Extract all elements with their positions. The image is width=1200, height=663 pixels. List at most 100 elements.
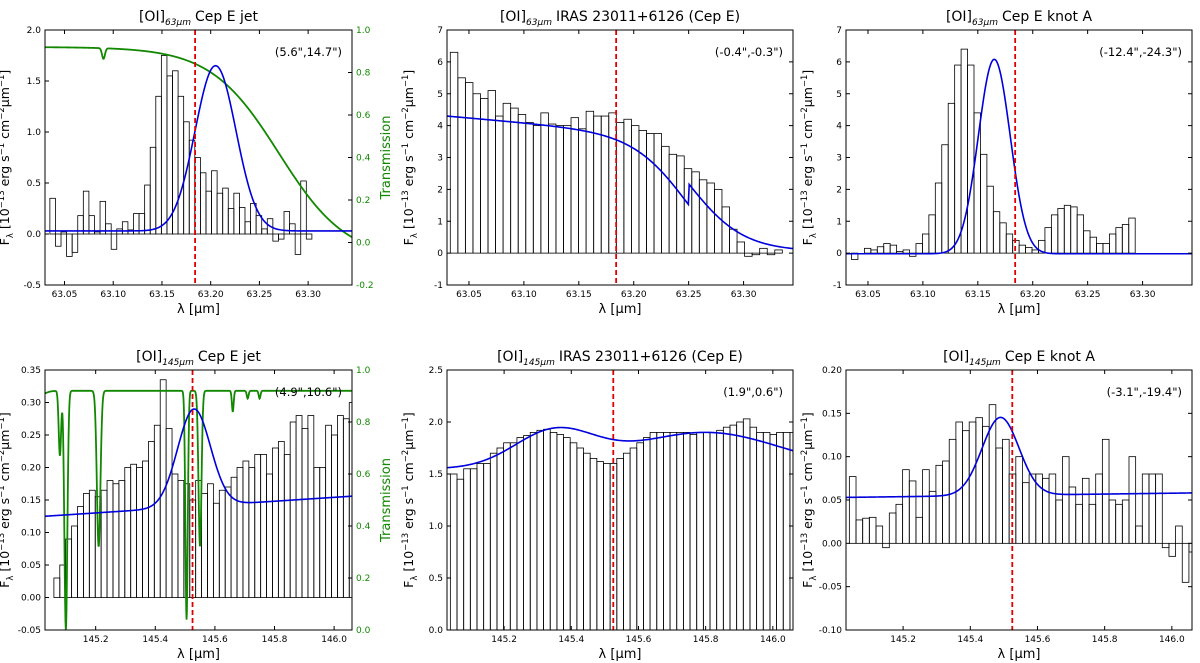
y-tick-label: 0.5 bbox=[27, 179, 41, 189]
histogram-bar bbox=[762, 431, 771, 630]
fit-curve bbox=[447, 115, 793, 250]
x-tick-label: 63.10 bbox=[910, 290, 936, 300]
title-suffix: Cep E jet bbox=[198, 349, 262, 365]
histogram-bar bbox=[53, 577, 61, 598]
x-tick-label: 146.0 bbox=[1159, 635, 1185, 645]
histogram-bar bbox=[207, 483, 214, 598]
histogram-bar bbox=[631, 125, 640, 254]
x-tick-label: 63.05 bbox=[52, 290, 78, 300]
y-tick-label: 1.5 bbox=[429, 470, 443, 480]
histogram-bar bbox=[563, 437, 571, 630]
histogram-bar bbox=[992, 211, 1001, 254]
y-tick-label: 0.00 bbox=[21, 594, 41, 604]
histogram-bar bbox=[547, 123, 557, 254]
histogram-bar bbox=[638, 130, 647, 254]
histogram-bar bbox=[570, 117, 579, 254]
title-prefix: [OI] bbox=[136, 349, 162, 365]
histogram-bar bbox=[121, 221, 129, 235]
plot-area bbox=[846, 30, 1192, 285]
histogram-bar bbox=[77, 506, 84, 598]
histogram-bar bbox=[1055, 499, 1063, 544]
histogram-bar bbox=[643, 437, 651, 630]
y-tick-label: -0.5 bbox=[23, 281, 41, 291]
histogram-bar bbox=[1083, 230, 1091, 254]
histogram-bar bbox=[855, 519, 864, 544]
y-tick-label: 0.20 bbox=[822, 366, 842, 376]
offset-label: (-0.4",-0.3") bbox=[715, 45, 783, 59]
y-tick-label: 1.5 bbox=[27, 77, 41, 87]
y-tick-label: 2 bbox=[836, 185, 842, 195]
y2-tick-label: 1.0 bbox=[356, 26, 371, 36]
histogram-bar bbox=[883, 243, 891, 254]
title-suffix: Cep E knot A bbox=[1005, 349, 1096, 365]
x-tick-label: 63.20 bbox=[1020, 290, 1046, 300]
plot-area bbox=[846, 370, 1192, 630]
histogram-bar bbox=[896, 251, 904, 254]
offset-label: (5.6",14.7") bbox=[275, 45, 342, 59]
histogram-bar bbox=[165, 428, 173, 598]
histogram-bar bbox=[105, 223, 112, 235]
y-tick-label: -1 bbox=[833, 281, 842, 291]
x-axis-label: λ [μm] bbox=[177, 302, 220, 317]
histogram-bar bbox=[278, 233, 285, 240]
title-subscript: 63μm bbox=[972, 18, 998, 28]
y-axis-label: Fλ [10−13 erg s−1 cm−2μm−1] bbox=[800, 70, 819, 246]
histogram-bar bbox=[66, 233, 73, 257]
histogram-bar bbox=[342, 418, 350, 598]
histogram-bar bbox=[682, 431, 691, 630]
y-tick-label: 4 bbox=[836, 122, 842, 132]
plot-area bbox=[447, 30, 793, 285]
chart-panel-2: 63.05 63.10 63.15 63.20 63.25 63.30 -1 0 1 2 3 4 5 6 7… bbox=[401, 9, 794, 317]
histogram-bar bbox=[155, 95, 162, 235]
x-tick-label: 145.4 bbox=[558, 635, 584, 645]
transmission-curve bbox=[45, 389, 352, 630]
histogram-bar bbox=[242, 460, 250, 598]
histogram-bar bbox=[661, 145, 670, 254]
x-tick-label: 145.4 bbox=[957, 635, 983, 645]
histogram-bar bbox=[776, 431, 784, 630]
histogram-bar bbox=[1005, 233, 1014, 254]
histogram-bar bbox=[1148, 473, 1157, 544]
histogram-bar bbox=[556, 434, 564, 630]
histogram-bar bbox=[348, 402, 352, 598]
x-tick-label: 145.6 bbox=[1025, 635, 1051, 645]
y-tick-label: 0.35 bbox=[21, 366, 41, 376]
histogram-bar bbox=[523, 435, 531, 630]
histogram-bar bbox=[629, 447, 638, 630]
y-tick-label: 3 bbox=[836, 154, 842, 164]
x-tick-label: 63.20 bbox=[198, 290, 224, 300]
histogram-bar bbox=[83, 493, 90, 598]
histogram-bar bbox=[142, 460, 149, 598]
offset-label: (-3.1",-19.4") bbox=[1107, 385, 1182, 399]
x-tick-label: 145.6 bbox=[202, 635, 228, 645]
histogram-bar bbox=[1063, 204, 1072, 254]
histogram-bar bbox=[1025, 246, 1033, 254]
y2-tick-label: 0.2 bbox=[356, 196, 370, 206]
chart-panel-5: 145.2 145.4 145.6 145.8 146.0 0.0 0.5 1.0 1.5 2.0… bbox=[401, 349, 794, 662]
x-tick-label: 63.30 bbox=[731, 290, 757, 300]
histogram-bar bbox=[472, 93, 481, 254]
histogram-bar bbox=[529, 431, 538, 630]
y2-axis-label: Transmission bbox=[379, 116, 394, 201]
y-tick-label: 0.10 bbox=[21, 529, 41, 539]
histogram-bar bbox=[516, 437, 524, 630]
x-tick-label: 145.2 bbox=[890, 635, 916, 645]
histogram-bar bbox=[576, 447, 584, 630]
y-tick-label: 0.0 bbox=[27, 230, 42, 240]
histogram-bar bbox=[668, 153, 678, 254]
y2-axis-label: Transmission bbox=[379, 458, 394, 543]
histogram-bar bbox=[1161, 542, 1170, 549]
histogram-bar bbox=[649, 431, 658, 630]
histogram-bar bbox=[300, 180, 307, 235]
histogram-bar bbox=[502, 102, 512, 254]
histogram-bar bbox=[1068, 486, 1077, 544]
histogram-bar bbox=[769, 434, 778, 630]
histogram-bar bbox=[254, 454, 262, 598]
y-tick-label: 2 bbox=[437, 185, 443, 195]
chart-title: [OI]63μm IRAS 23011+6126 (Cep E) bbox=[500, 9, 740, 28]
histogram-bar bbox=[1022, 482, 1030, 544]
histogram-bar bbox=[71, 525, 78, 598]
x-axis-label: λ [μm] bbox=[599, 302, 642, 317]
histogram-bar bbox=[82, 190, 90, 235]
